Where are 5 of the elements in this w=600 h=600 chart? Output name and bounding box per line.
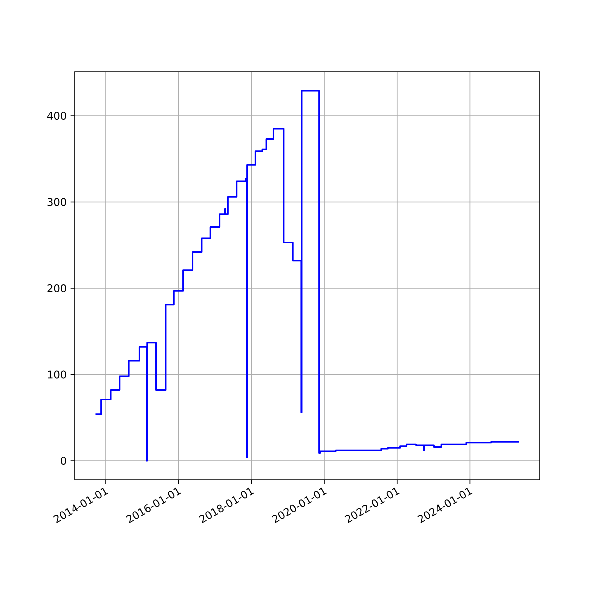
y-tick-label: 100 bbox=[48, 370, 66, 379]
y-tick-label: 300 bbox=[48, 198, 66, 206]
y-tick-label: 400 bbox=[48, 112, 66, 120]
y-tick-label: 200 bbox=[48, 284, 66, 292]
y-tick-label: 0 bbox=[61, 457, 66, 466]
